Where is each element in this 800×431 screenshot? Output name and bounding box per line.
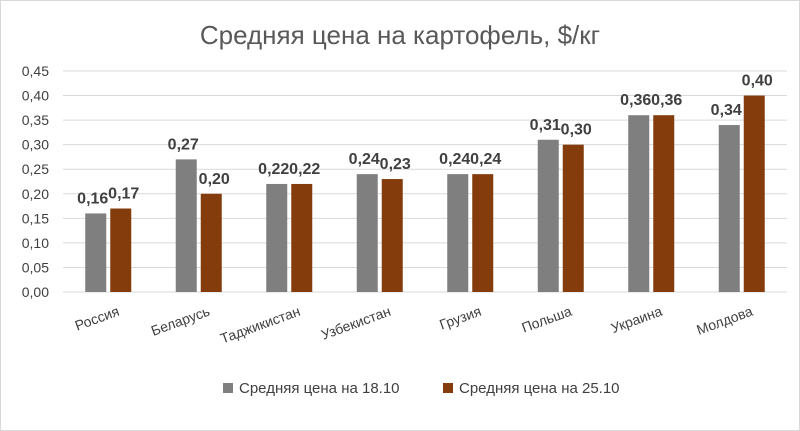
y-tick-label: 0,20 [22,186,49,202]
y-tick-label: 0,00 [22,284,49,300]
bar-2 [562,144,584,292]
legend-label: Средняя цена на 18.10 [239,380,400,397]
legend-label: Средняя цена на 25.10 [459,380,620,397]
bar-1 [356,174,378,292]
bar-2 [653,115,675,292]
bars [85,95,765,293]
data-labels: 0,16 0,170,270,200,22 0,220,24 0,23 0,24 0,24… [77,73,773,208]
x-tick-label: Беларусь [149,303,212,339]
bar-1 [628,115,650,292]
y-tick-label: 0,40 [22,88,49,104]
y-tick-label: 0,05 [22,259,49,275]
x-tick-label: Узбекистан [319,303,393,343]
bar-1 [85,213,107,292]
data-label: 0,24 [439,151,470,168]
data-label: 0,16 [77,190,108,207]
data-label: 0,31 [530,117,561,134]
x-tick-label: Грузия [437,303,483,333]
x-tick-label: Польша [519,303,574,336]
x-tick-label: Украина [609,303,665,336]
data-label: 0,27 [168,136,199,153]
y-tick-label: 0,35 [22,112,49,128]
x-tick-label: Таджикистан [218,303,302,347]
data-label: 0,34 [711,102,742,119]
bar-2 [472,174,494,292]
data-label: 0,24 [349,151,380,168]
data-label: 0,30 [561,122,592,139]
legend: Средняя цена на 18.10 Средняя цена на 25.… [223,380,620,397]
x-tick-label: Россия [73,303,122,334]
bar-1 [266,183,288,292]
data-label: 0,36 [651,92,682,109]
data-label: 0,22 [289,161,320,178]
data-label: 0,24 [470,151,501,168]
bar-2 [743,95,765,292]
y-tick-label: 0,45 [22,63,49,79]
bar-1 [447,174,469,292]
legend-swatch [443,383,453,393]
data-label: 0,17 [108,186,139,203]
x-tick-label: Молдова [694,303,755,338]
y-axis-ticks: 0,00 0,05 0,10 0,15 0,20 0,25 0,30 0,35 0,40 0,45 [22,63,49,300]
bar-1 [175,159,197,292]
bar-2 [200,193,222,292]
data-label: 0,23 [380,156,411,173]
data-label: 0,20 [199,171,230,188]
legend-swatch [223,383,233,393]
x-axis-ticks: Россия Беларусь Таджикистан Узбекистан Грузи… [73,303,755,347]
bar-2 [291,183,313,292]
bar-2 [110,208,132,292]
bar-1 [537,139,559,292]
y-tick-label: 0,10 [22,235,49,251]
data-label: 0,36 [620,92,651,109]
y-tick-label: 0,15 [22,210,49,226]
bar-2 [381,179,403,292]
y-tick-label: 0,30 [22,137,49,153]
data-label: 0,22 [258,161,289,178]
y-tick-label: 0,25 [22,161,49,177]
bar-1 [718,125,740,293]
chart-title: Средняя цена на картофель, $/кг [200,20,600,50]
data-label: 0,40 [742,73,773,90]
